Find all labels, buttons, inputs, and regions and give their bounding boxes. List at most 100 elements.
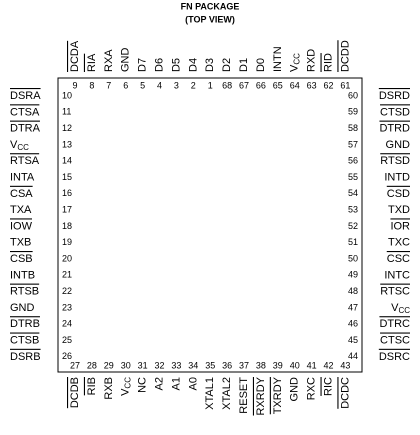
pin-number: 13 [62,139,72,149]
pin-label-text: INTC [384,269,410,281]
pin-number: 55 [348,172,358,182]
pin-label-text: DSRD [379,90,410,102]
pin-label-text: INTD [384,171,410,183]
pin-number: 16 [62,188,72,198]
pin-label-text: RTSB [10,286,39,298]
pin-number: 10 [62,90,72,100]
pin-label-text: GND [120,48,132,73]
pin-number: 42 [323,360,333,370]
pin-number: 4 [157,80,162,90]
pin-number: 2 [191,80,196,90]
pin-number: 37 [239,360,249,370]
pin-label-text: D2 [221,58,233,72]
pin-number: 34 [188,360,198,370]
pin-number: 45 [348,335,358,345]
pin-label: DSRC [379,351,410,363]
pin-label: NC [137,377,149,393]
pin-label-sub: CC [17,143,29,152]
pin-label-sub: CC [293,53,302,65]
pin-label-text: RID [322,53,334,72]
pin-label: DTRB [10,318,40,330]
pin-label: DCDB [69,377,81,408]
pin-label: CSD [387,188,410,200]
pin-label-text: D0 [255,58,267,72]
pin-number: 17 [62,204,72,214]
pin-label-text: RIB [86,377,98,395]
pin-number: 61 [340,80,350,90]
pin-label-sub: CC [124,377,133,389]
pin-number: 19 [62,237,72,247]
pin-label: DSRA [10,90,41,102]
pin-label: RID [322,53,334,72]
pin-label-text: DTRD [379,123,410,135]
pin-label-text: TXB [10,237,31,249]
pin-label-text: NC [137,377,149,393]
pin-number: 39 [273,360,283,370]
pin-number: 5 [140,80,145,90]
pin-label: VCC [10,139,29,152]
pin-label-text: RXRDY [255,376,267,415]
pin-label: DCDA [69,40,81,72]
pin-number: 53 [348,204,358,214]
pin-label: A2 [153,377,165,390]
pin-number: 11 [62,107,71,117]
pin-label: CTSB [10,334,39,346]
pin-label-text: RESET [238,377,250,414]
pin-label-text: CSA [10,188,33,200]
pin-label-text: V [120,388,132,396]
pin-label-text: RTSC [380,286,410,298]
pin-label-text: CTSA [10,106,40,118]
pin-label: INTD [384,171,410,183]
pin-label-text: DTRC [379,318,410,330]
pin-label: TXD [388,204,410,216]
pin-number: 28 [87,360,97,370]
pin-label: A0 [187,377,199,390]
pin-label: DSRD [379,90,410,102]
pin-number: 12 [62,123,72,133]
pin-label: CSC [387,253,410,265]
pin-label-text: A0 [187,377,199,390]
pin-number: 30 [121,360,131,370]
pin-number: 66 [256,80,266,90]
pin-number: 15 [62,172,72,182]
pin-label-text: RTSA [10,155,40,167]
pin-number: 21 [62,270,72,280]
pin-label: D2 [221,58,233,72]
pin-number: 47 [348,302,358,312]
pin-label-text: DCDC [339,377,351,409]
pin-label: RTSA [10,155,40,167]
pin-number: 26 [62,351,72,361]
pin-number: 38 [256,360,266,370]
pin-number: 44 [348,351,358,361]
pin-label: VCC [289,53,302,72]
pin-label: DTRA [10,123,41,135]
pin-number: 36 [222,360,232,370]
pin-label: RESET [238,377,250,414]
pin-label: RXD [306,49,318,72]
pin-label-text: RTSD [380,155,410,167]
pin-label: GND [386,139,411,151]
pin-label: D3 [204,58,216,72]
pin-label-text: RXA [103,49,115,72]
pin-label-text: XTAL2 [221,377,233,410]
pin-number: 65 [273,80,283,90]
pin-label: DCDD [339,40,351,72]
pin-label-text: CSD [387,188,410,200]
pin-number: 22 [62,286,72,296]
pin-label: RTSB [10,286,39,298]
pin-number: 32 [154,360,164,370]
pin-number: 29 [104,360,114,370]
pin-label: RIA [86,53,98,72]
pin-number: 51 [348,237,358,247]
pin-label: RIC [322,377,334,396]
pin-number: 59 [348,107,358,117]
pin-label: CTSC [380,334,410,346]
pin-number: 58 [348,123,358,133]
pin-number: 52 [348,221,358,231]
pin-label-sub: CC [398,306,410,315]
pin-label-text: D4 [187,58,199,72]
pin-label-text: V [289,64,301,72]
pin-number: 50 [348,253,358,263]
pin-label-text: D6 [153,58,165,72]
subtitle: (TOP VIEW) [185,14,235,24]
